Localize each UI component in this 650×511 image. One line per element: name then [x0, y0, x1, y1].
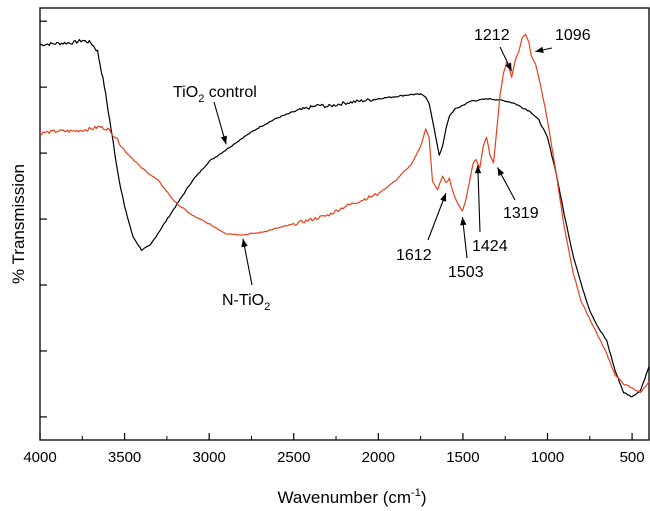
x-tick-label-4000: 4000	[23, 449, 56, 466]
series-label-n-tio2: N-TiO2	[222, 292, 270, 313]
arrow-1612-shaft	[427, 192, 447, 241]
peak-label-1319: 1319	[503, 205, 539, 222]
peak-label-1612: 1612	[396, 247, 432, 264]
x-axis-title: Wavenumber (cm-1)	[278, 487, 427, 507]
plot-frame	[39, 7, 650, 441]
series-line-tio2-control	[39, 38, 650, 398]
peak-label-1424: 1424	[472, 238, 508, 255]
arrow-1424-shaft	[477, 165, 481, 233]
arrow-1319-head	[497, 167, 505, 177]
y-axis-ticks	[40, 20, 47, 418]
arrow-n-tio2-head	[241, 238, 248, 248]
series-label-tio2-control: TiO2 control	[173, 84, 257, 105]
peak-label-1212: 1212	[474, 27, 510, 44]
x-tick-label-3000: 3000	[192, 449, 225, 466]
series-line-n-tio2	[39, 33, 650, 393]
arrow-1424-head	[474, 165, 482, 174]
y-axis-title: % Transmission	[9, 164, 28, 284]
x-tick-label-1500: 1500	[446, 449, 479, 466]
arrow-1096-head	[535, 46, 544, 54]
arrow-1612-head	[440, 193, 447, 202]
x-tick-label-2000: 2000	[362, 449, 395, 466]
x-tick-label-1000: 1000	[531, 449, 564, 466]
peak-label-1503: 1503	[448, 264, 484, 281]
annotation-arrows	[213, 46, 553, 286]
x-tick-label-500: 500	[620, 449, 645, 466]
arrow-tio2-control-head	[220, 135, 227, 145]
x-tick-label-3500: 3500	[108, 449, 141, 466]
series-layer	[39, 33, 650, 398]
peak-label-1096: 1096	[555, 27, 591, 44]
arrow-1212-head	[505, 62, 512, 72]
x-tick-label-2500: 2500	[277, 449, 310, 466]
x-axis-ticks: 4000 3500 3000 2500 2000 1500 1000 500	[23, 433, 645, 466]
arrow-1503-head	[460, 217, 467, 226]
